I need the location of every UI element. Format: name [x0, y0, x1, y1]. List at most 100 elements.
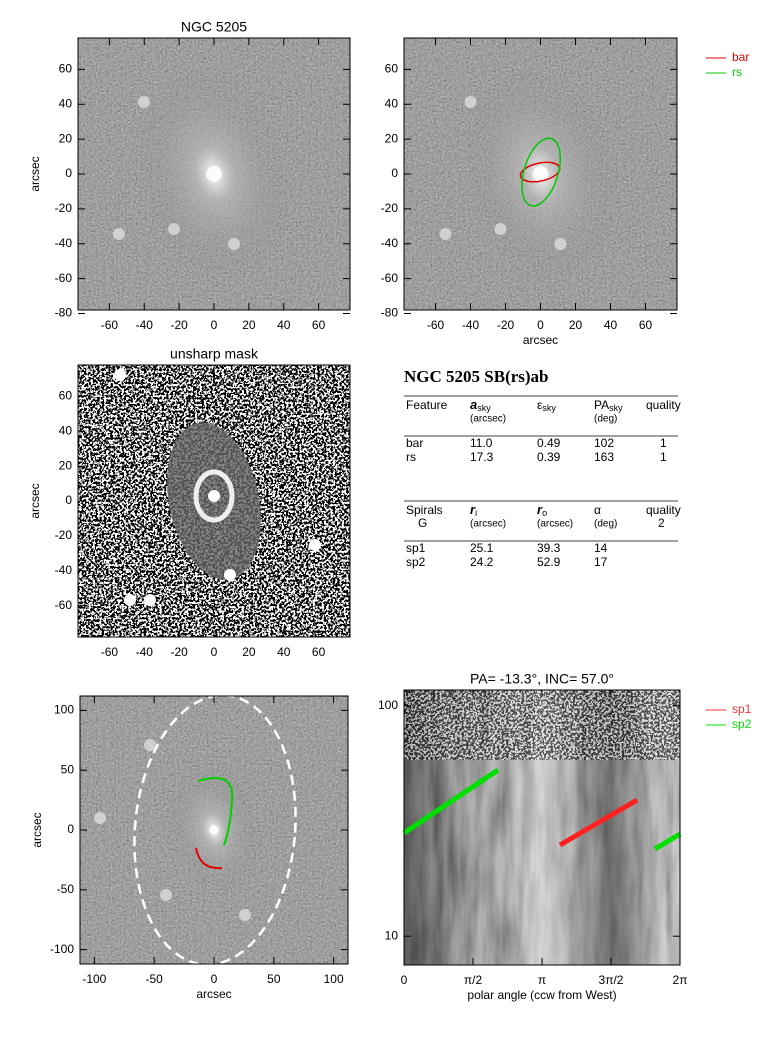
- x-axis-label: arcsec: [523, 333, 558, 347]
- y-tick-label: -20: [381, 201, 399, 215]
- x-tick-label: 0: [211, 318, 218, 332]
- image: [80, 694, 348, 966]
- y-tick-label: -80: [381, 306, 399, 320]
- star: [138, 96, 150, 108]
- x-tick-label: 40: [277, 318, 291, 332]
- y-tick-label: 40: [59, 96, 73, 110]
- x-tick-label: -20: [170, 318, 188, 332]
- column-name: Feature: [406, 398, 448, 412]
- y-tick-label: 20: [385, 131, 399, 145]
- column-header: α: [594, 503, 601, 517]
- column-subscript: o: [542, 508, 547, 518]
- star: [114, 369, 126, 381]
- y-tick-label: 60: [59, 389, 73, 403]
- y-tick-label: -80: [55, 306, 73, 320]
- x-tick-label: π/2: [464, 973, 483, 987]
- spiral-arc: [195, 847, 223, 870]
- y-tick-label: -20: [55, 528, 73, 542]
- x-tick-label: 60: [639, 318, 653, 332]
- x-tick-label: -20: [497, 318, 515, 332]
- table-cell: 11.0: [470, 436, 493, 450]
- y-tick-label: -60: [55, 271, 73, 285]
- fit-line: [653, 831, 682, 852]
- y-axis-label: arcsec: [28, 156, 42, 191]
- column-name: quality: [646, 398, 681, 412]
- table-cell: sp1: [406, 541, 426, 555]
- x-axis-label: arcsec: [196, 987, 231, 1001]
- x-tick-label: 0: [537, 318, 544, 332]
- legend-label: sp2: [732, 717, 752, 731]
- column-unit: G: [418, 516, 427, 530]
- x-tick-label: -100: [82, 972, 106, 986]
- table-cell: sp2: [406, 555, 426, 569]
- table-cell: rs: [406, 450, 416, 464]
- galaxy-ring: [193, 469, 235, 523]
- star: [144, 739, 156, 751]
- galaxy-core: [206, 166, 222, 182]
- star: [113, 228, 125, 240]
- image: [78, 365, 350, 637]
- x-tick-label: -40: [136, 645, 154, 659]
- table-cell: 0.49: [537, 436, 561, 450]
- y-tick-label: -50: [57, 882, 75, 896]
- column-subscript: sky: [609, 403, 623, 413]
- column-unit: (deg): [594, 414, 617, 425]
- table-cell: 17: [594, 555, 608, 569]
- x-tick-label: 50: [267, 972, 281, 986]
- column-subscript: i: [475, 508, 477, 518]
- x-tick-label: -60: [101, 318, 119, 332]
- column-unit: (deg): [594, 519, 617, 530]
- table-cell: 24.2: [470, 555, 494, 569]
- y-tick-label: 0: [391, 166, 398, 180]
- star: [124, 594, 136, 606]
- star: [464, 96, 477, 108]
- y-tick-label: 0: [67, 822, 74, 836]
- y-tick-label: 40: [385, 96, 399, 110]
- y-tick-label: 20: [59, 458, 73, 472]
- column-header: asky: [470, 397, 491, 413]
- legend-label: bar: [732, 50, 749, 64]
- x-tick-label: 0: [211, 972, 218, 986]
- fit-line: [558, 797, 639, 848]
- x-tick-label: π: [538, 973, 546, 987]
- star: [160, 889, 172, 901]
- star: [239, 909, 251, 921]
- x-tick-label: 40: [277, 645, 291, 659]
- x-tick-label: 100: [324, 972, 344, 986]
- image: [78, 38, 350, 310]
- galaxy-core: [208, 490, 220, 502]
- x-tick-label: 2π: [673, 973, 688, 987]
- table-cell: 163: [594, 450, 614, 464]
- column-header: PAsky: [594, 398, 623, 413]
- y-tick-label: -100: [50, 942, 74, 956]
- y-tick-label: 50: [61, 762, 75, 776]
- y-tick-label: -20: [55, 201, 73, 215]
- y-tick-label: 0: [65, 166, 72, 180]
- y-axis-label: arcsec: [28, 483, 42, 518]
- x-tick-label: -40: [462, 318, 480, 332]
- star: [94, 812, 106, 824]
- column-header: quality: [646, 398, 681, 412]
- x-tick-label: 0: [401, 973, 408, 987]
- image: [404, 38, 677, 310]
- image-top: [404, 690, 680, 760]
- legend-label: rs: [732, 65, 742, 79]
- star: [144, 594, 156, 606]
- star: [228, 238, 240, 250]
- column-name: r: [537, 502, 543, 517]
- x-tick-label: 20: [569, 318, 583, 332]
- star: [224, 569, 236, 581]
- y-tick-label: 60: [385, 62, 399, 76]
- column-header: εsky: [537, 398, 556, 413]
- x-tick-label: -60: [427, 318, 445, 332]
- x-tick-label: -50: [146, 972, 164, 986]
- x-tick-label: -20: [170, 645, 188, 659]
- table-cell: 1: [660, 436, 667, 450]
- table-title: NGC 5205 SB(rs)ab: [404, 367, 549, 386]
- column-header: ro: [537, 502, 547, 518]
- x-axis-label: polar angle (ccw from West): [467, 988, 616, 1002]
- column-subscript: sky: [477, 403, 491, 413]
- table-cell: 0.39: [537, 450, 561, 464]
- galaxy-core: [209, 825, 219, 835]
